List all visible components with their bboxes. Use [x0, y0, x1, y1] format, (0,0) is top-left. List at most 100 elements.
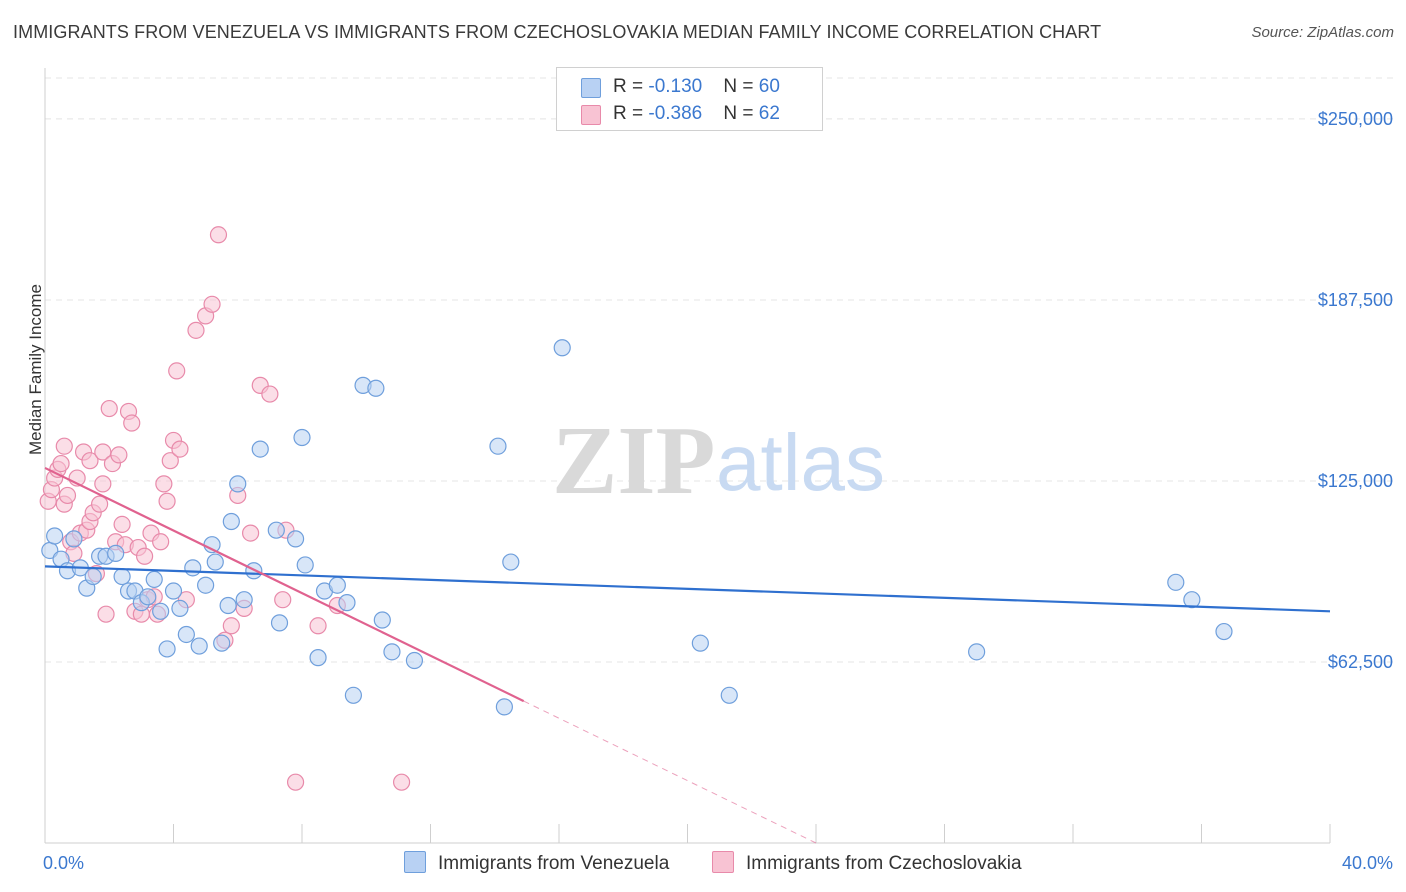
legend-swatch-blue [581, 78, 601, 98]
data-point-czechoslovakia [55, 437, 73, 455]
legend-r-value: -0.130 [648, 76, 703, 97]
data-point-czechoslovakia [161, 452, 179, 470]
trend-lines [44, 466, 1331, 844]
data-point-venezuela [270, 614, 289, 632]
data-point-venezuela [107, 544, 125, 562]
data-point-czechoslovakia [52, 454, 70, 473]
data-point-czechoslovakia [94, 475, 112, 493]
data-point-czechoslovakia [152, 533, 170, 551]
data-point-czechoslovakia [203, 295, 221, 313]
legend-r-label: R = [613, 103, 649, 124]
data-point-venezuela [1215, 622, 1233, 641]
data-point-venezuela [152, 602, 170, 620]
data-point-venezuela [46, 527, 64, 545]
data-point-venezuela [495, 698, 513, 716]
legend-r-value: -0.386 [648, 103, 703, 124]
data-point-czechoslovakia [309, 617, 327, 635]
data-point-czechoslovakia [81, 452, 99, 470]
data-point-czechoslovakia [222, 617, 240, 635]
trend-line-czechoslovakia [44, 466, 525, 703]
data-point-czechoslovakia [110, 446, 128, 464]
x-tick-label: 40.0% [1342, 853, 1393, 873]
correlation-legend: R = -0.130 N = 60 R = -0.386 N = 62 [556, 67, 823, 131]
data-point-venezuela [139, 588, 157, 606]
data-point-venezuela [328, 576, 346, 594]
trend-line-czechoslovakia-extension [523, 700, 817, 844]
data-point-czechoslovakia [91, 495, 109, 513]
bottom-legend-czechoslovakia: Immigrants from Czechoslovakia [712, 851, 1022, 875]
data-point-venezuela [367, 379, 385, 397]
data-point-venezuela [296, 556, 314, 574]
axes [44, 68, 1331, 844]
data-point-venezuela [405, 651, 424, 670]
legend-swatch-pink [712, 851, 734, 873]
data-point-czechoslovakia [135, 547, 154, 565]
source-label: Source: ZipAtlas.com [1251, 24, 1394, 41]
data-point-venezuela [293, 428, 311, 447]
legend-n-value: 60 [758, 76, 780, 97]
data-point-venezuela [489, 437, 507, 455]
data-point-venezuela [553, 339, 571, 357]
data-point-czechoslovakia [187, 321, 205, 339]
legend-label-venezuela: Immigrants from Venezuela [438, 853, 670, 874]
data-point-venezuela [251, 440, 269, 458]
legend-r-label: R = [613, 76, 649, 97]
data-point-venezuela [267, 521, 285, 539]
data-point-venezuela [171, 599, 189, 618]
y-tick-label: $62,500 [1328, 652, 1393, 672]
data-point-czechoslovakia [58, 486, 77, 505]
data-point-venezuela [84, 567, 102, 586]
data-point-venezuela [373, 611, 391, 629]
legend-swatch-pink [581, 105, 601, 125]
data-point-venezuela [691, 634, 709, 652]
data-point-czechoslovakia [100, 399, 118, 418]
legend-n-value: 62 [758, 103, 780, 124]
legend-swatch-blue [404, 851, 426, 873]
data-point-czechoslovakia [242, 524, 260, 542]
watermark-zip: ZIP [552, 407, 715, 515]
data-point-venezuela [213, 634, 231, 652]
data-point-venezuela [968, 643, 986, 661]
data-point-czechoslovakia [261, 385, 279, 403]
legend-n-label: N = [723, 103, 759, 124]
data-point-venezuela [338, 594, 356, 612]
data-point-venezuela [113, 567, 131, 586]
data-point-venezuela [502, 553, 520, 571]
chart-title: IMMIGRANTS FROM VENEZUELA VS IMMIGRANTS … [13, 22, 1102, 42]
data-point-venezuela [65, 530, 83, 548]
x-tick-labels: 0.0% 40.0% [43, 853, 1393, 873]
data-point-venezuela [145, 570, 163, 589]
legend-n-label: N = [723, 76, 759, 97]
data-point-czechoslovakia [274, 591, 292, 609]
y-tick-label: $250,000 [1318, 109, 1393, 129]
data-point-venezuela [190, 637, 208, 655]
data-point-venezuela [235, 591, 253, 609]
legend-label-czechoslovakia: Immigrants from Czechoslovakia [746, 853, 1022, 874]
data-point-venezuela [383, 643, 401, 661]
data-point-venezuela [206, 553, 224, 571]
x-tick-label: 0.0% [43, 853, 84, 873]
data-point-czechoslovakia [171, 440, 189, 458]
data-point-venezuela [309, 649, 327, 667]
data-point-czechoslovakia [113, 515, 131, 534]
y-tick-labels: $62,500 $125,000 $187,500 $250,000 [1318, 109, 1393, 672]
trend-line-venezuela [44, 565, 1331, 613]
data-point-venezuela [720, 686, 738, 704]
data-point-czechoslovakia [97, 605, 115, 623]
data-point-venezuela [229, 475, 247, 493]
y-tick-label: $187,500 [1318, 290, 1393, 310]
data-point-venezuela [158, 640, 176, 658]
data-point-venezuela [344, 686, 362, 704]
data-point-czechoslovakia [209, 226, 228, 244]
data-point-venezuela [222, 512, 240, 531]
data-point-venezuela [184, 559, 202, 577]
data-point-czechoslovakia [155, 475, 173, 493]
series-venezuela [41, 339, 1233, 716]
data-point-czechoslovakia [392, 773, 411, 791]
data-point-venezuela [219, 596, 237, 615]
data-point-czechoslovakia [123, 414, 141, 432]
data-point-czechoslovakia [158, 492, 176, 510]
data-point-czechoslovakia [168, 362, 186, 380]
watermark-atlas: atlas [716, 418, 885, 507]
